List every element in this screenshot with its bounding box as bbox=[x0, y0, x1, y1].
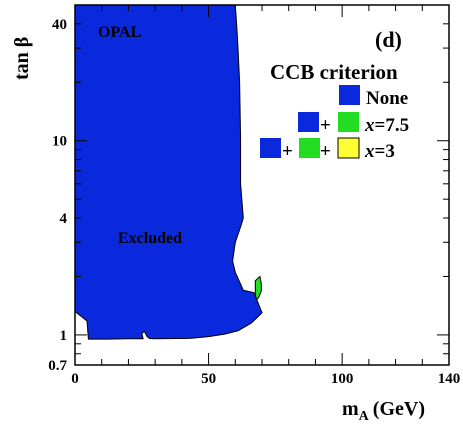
legend-swatch-green bbox=[338, 112, 359, 132]
legend-entry-x7_5: + x=7.5 bbox=[298, 112, 409, 136]
panel-label: (d) bbox=[375, 27, 402, 52]
legend-label-x3: x=3 bbox=[364, 141, 395, 162]
legend-swatch-yellow bbox=[337, 137, 360, 159]
y-tick-label: 40 bbox=[52, 17, 67, 33]
legend-entry-x3: + + x=3 bbox=[260, 137, 395, 162]
legend-swatch-blue bbox=[298, 112, 319, 132]
excluded-region-none bbox=[74, 4, 263, 340]
legend-plus: + bbox=[320, 115, 331, 136]
y-tick-label: 4 bbox=[60, 211, 68, 227]
y-tick-label: 10 bbox=[52, 134, 67, 150]
excluded-region-x7_5 bbox=[254, 275, 263, 301]
legend-label-x7_5: x=7.5 bbox=[364, 115, 409, 136]
legend-plus: + bbox=[320, 141, 331, 162]
plot-layer bbox=[74, 4, 263, 340]
experiment-label: OPAL bbox=[98, 24, 141, 41]
legend-label-none: None bbox=[366, 88, 408, 109]
legend-entry-none: None bbox=[339, 85, 408, 109]
x-axis-label: mA (GeV) bbox=[342, 398, 425, 424]
legend-swatch-blue bbox=[260, 138, 281, 158]
y-axis-label: tan β bbox=[11, 37, 33, 80]
y-tick-label: 1 bbox=[60, 328, 68, 344]
legend-plus: + bbox=[282, 141, 293, 162]
y-tick-label: 0.7 bbox=[48, 358, 67, 374]
legend-swatch-green bbox=[299, 138, 320, 158]
ticks-layer: 0 50 100 140 0.7 1 4 10 40 bbox=[48, 4, 461, 387]
legend-swatch-none bbox=[339, 85, 360, 105]
x-tick-label: 140 bbox=[438, 371, 461, 387]
x-tick-label: 50 bbox=[201, 371, 216, 387]
x-tick-label: 100 bbox=[331, 371, 354, 387]
legend-title: CCB criterion bbox=[270, 60, 398, 84]
excluded-annotation: Excluded bbox=[118, 230, 182, 247]
x-tick-label: 0 bbox=[71, 371, 79, 387]
